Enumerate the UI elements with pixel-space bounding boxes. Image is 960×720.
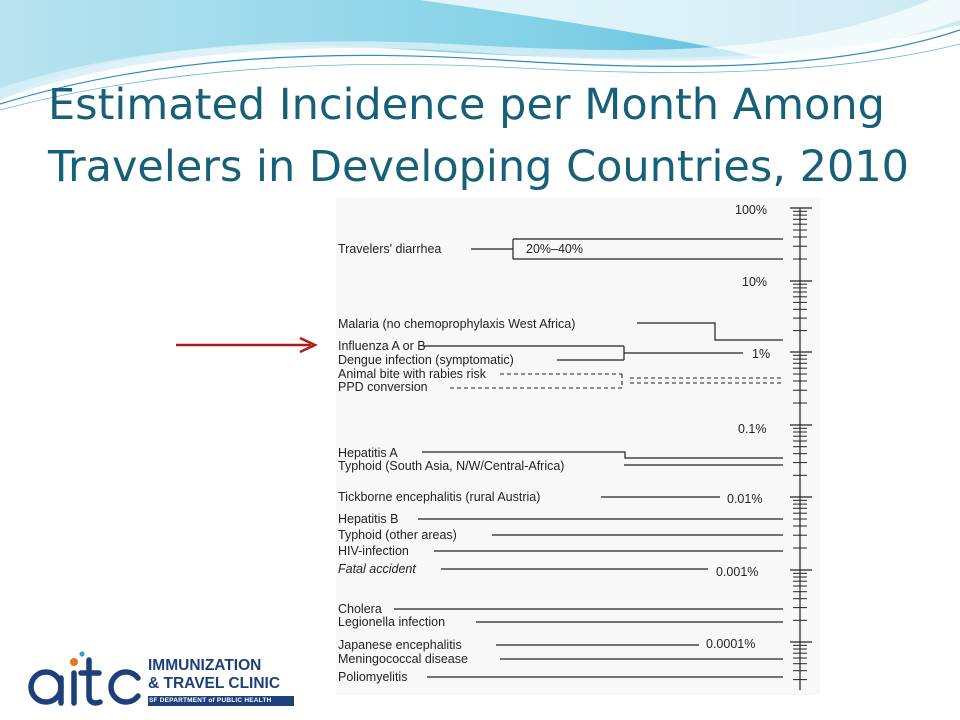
scale-label-10: 10% [742,275,767,289]
item-label-meningococcal: Meningococcal disease [338,652,468,666]
item-line-animal-bite-ppd [450,373,783,389]
logo-sub-text: SF DEPARTMENT of PUBLIC HEALTH [149,697,272,704]
title-line-2: Travelers in Developing Countries, 2010 [48,142,910,192]
scale-label-0-001: 0.001% [716,565,758,579]
item-label-fatal-accident: Fatal accident [338,562,416,576]
scale-minor-ticks [793,210,807,681]
scale-label-0-1: 0.1% [738,422,767,436]
item-label-tickborne: Tickborne encephalitis (rural Austria) [338,490,540,504]
item-range-travelers-diarrhea: 20%–40% [526,242,583,256]
scale-label-100: 100% [735,203,767,217]
item-label-hepatitis-a: Hepatitis A [338,446,398,460]
slide-title: Estimated Incidence per Month Among Trav… [48,74,928,198]
item-line-cholera-legionella [394,608,783,623]
aitc-logo-mark [28,651,141,706]
item-label-poliomyelitis: Poliomyelitis [338,670,407,684]
logo-sub-bar [148,696,294,706]
item-label-animal-bite: Animal bite with rabies risk [338,367,487,381]
logo-line-2: & TRAVEL CLINIC [148,675,281,692]
scale-label-1: 1% [752,347,770,361]
item-label-japanese-encephalitis: Japanese encephalitis [338,638,462,652]
scale-label-0-01: 0.01% [727,492,762,506]
item-label-legionella: Legionella infection [338,615,445,629]
item-label-typhoid-south-asia: Typhoid (South Asia, N/W/Central-Africa) [338,459,564,473]
item-label-typhoid-other: Typhoid (other areas) [338,528,457,542]
item-line-influenza-dengue [423,345,743,361]
aitc-logo: IMMUNIZATION & TRAVEL CLINIC SF DEPARTME… [22,648,294,710]
item-label-influenza: Influenza A or B [338,339,426,353]
title-line-1: Estimated Incidence per Month Among [48,80,885,130]
header-wave-decoration [0,0,960,111]
item-label-travelers-diarrhea: Travelers' diarrhea [338,242,441,256]
item-label-dengue: Dengue infection (symptomatic) [338,353,514,367]
red-arrow-icon [176,336,318,354]
incidence-figure: 100% 10% 1% 0.1% 0.01% 0.001% 0.0001% Tr… [336,198,820,695]
item-line-hepatitis-a-typhoid [422,451,783,466]
item-label-malaria: Malaria (no chemoprophylaxis West Africa… [338,317,575,331]
item-label-ppd-conversion: PPD conversion [338,380,428,394]
item-line-malaria [637,322,783,341]
item-label-hepatitis-b: Hepatitis B [338,512,398,526]
item-label-hiv: HIV-infection [338,544,409,558]
logo-line-1: IMMUNIZATION [148,657,262,674]
scale-label-0-0001: 0.0001% [706,637,755,651]
item-label-cholera: Cholera [338,602,382,616]
item-line-travelers-diarrhea [471,238,783,260]
